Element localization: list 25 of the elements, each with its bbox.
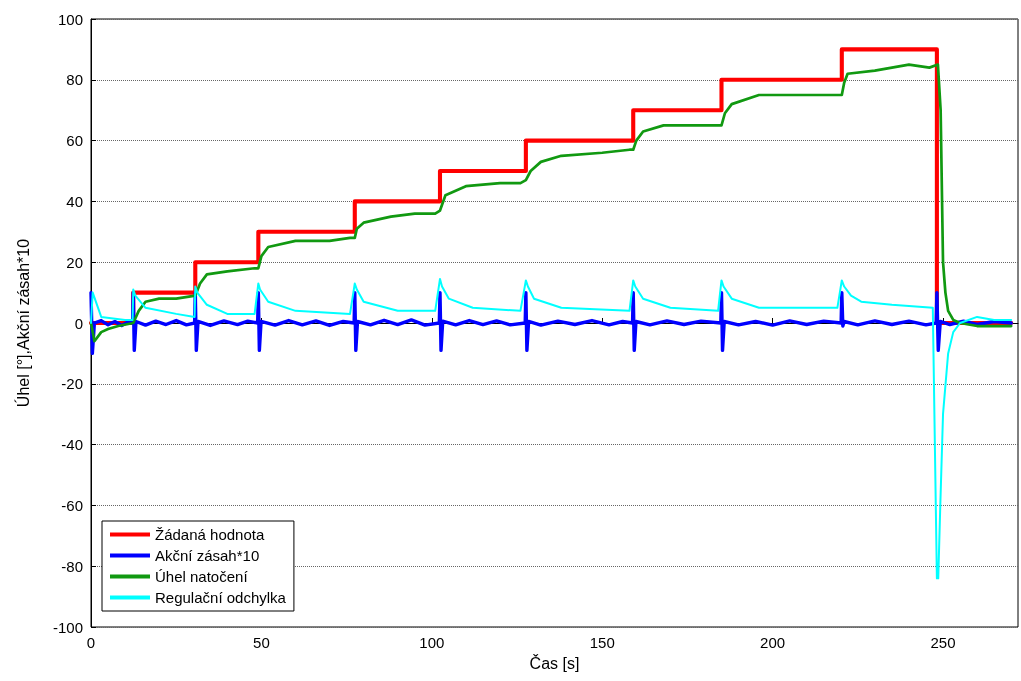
legend-label: Akční zásah*10 [155, 547, 260, 564]
legend-label: Úhel natočení [155, 568, 249, 585]
y-tick-label: -40 [61, 436, 83, 454]
x-tick-label: 100 [419, 634, 445, 651]
line-series [89, 290, 1013, 356]
y-tick-label: -60 [61, 496, 83, 514]
x-tick-label: 0 [86, 634, 96, 651]
y-tick-label: -20 [61, 375, 83, 393]
y-tick-label: -100 [52, 618, 83, 636]
legend-label: Regulační odchylka [155, 589, 287, 606]
y-tick-label: 60 [66, 132, 83, 150]
y-tick-label: -80 [61, 557, 83, 575]
y-tick-label: 80 [66, 71, 83, 89]
y-tick-label: 40 [66, 192, 83, 210]
y-tick-label: 0 [74, 314, 83, 332]
x-tick-label: 250 [930, 634, 956, 651]
line-series [90, 277, 1013, 580]
y-tick-label: 20 [66, 253, 83, 271]
x-tick-label: 200 [760, 634, 786, 651]
legend-label: Žádaná hodnota [155, 526, 265, 543]
y-axis-title: Úhel [°],Akční zásah*10 [13, 238, 32, 408]
x-tick-label: 50 [253, 634, 270, 651]
y-tick-label: 100 [57, 10, 83, 28]
x-tick-label: 150 [589, 634, 615, 651]
x-axis-title: Čas [s] [529, 653, 580, 672]
